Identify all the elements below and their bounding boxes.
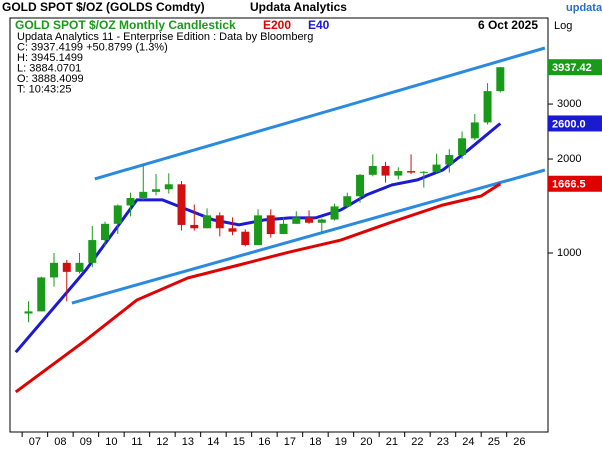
info-line: C: 3937.4199 +50.8799 (1.3%) bbox=[17, 41, 168, 53]
candle-body bbox=[152, 189, 161, 192]
x-tick-label: 09 bbox=[80, 436, 92, 448]
candle-body bbox=[139, 191, 148, 199]
x-tick-label: 14 bbox=[207, 436, 219, 448]
x-tick-label: 17 bbox=[284, 436, 296, 448]
info-line: O: 3888.4099 bbox=[17, 73, 84, 85]
x-tick-label: 22 bbox=[411, 436, 423, 448]
candle-body bbox=[62, 262, 71, 272]
candle-body bbox=[330, 206, 339, 220]
date: 6 Oct 2025 bbox=[478, 18, 538, 32]
y-tick-label: 1000 bbox=[557, 247, 581, 259]
candle-body bbox=[37, 277, 46, 312]
legend-e200: E200 bbox=[263, 18, 291, 32]
info-line: H: 3945.1499 bbox=[17, 52, 83, 64]
x-tick-label: 19 bbox=[335, 436, 347, 448]
candle-body bbox=[88, 240, 97, 263]
candle-body bbox=[419, 171, 428, 173]
candle-body bbox=[190, 224, 199, 229]
trendline bbox=[71, 168, 546, 305]
candle-body bbox=[24, 311, 33, 314]
chart-title: GOLD SPOT $/OZ Monthly Candlestick bbox=[15, 18, 236, 32]
x-tick-label: 12 bbox=[156, 436, 168, 448]
candle-body bbox=[75, 262, 84, 272]
candle-body bbox=[356, 174, 365, 197]
x-tick-label: 08 bbox=[54, 436, 66, 448]
x-tick-label: 25 bbox=[488, 436, 500, 448]
candle-body bbox=[228, 228, 237, 232]
price-box bbox=[548, 175, 602, 192]
candle-body bbox=[126, 198, 135, 206]
candle-body bbox=[394, 171, 403, 176]
candle-body bbox=[470, 122, 479, 139]
candle-body bbox=[407, 171, 416, 173]
price-label: 3937.42 bbox=[552, 62, 592, 74]
candle-body bbox=[203, 215, 212, 229]
price-box bbox=[548, 59, 602, 76]
scale-label: Log bbox=[554, 20, 572, 32]
candle-body bbox=[445, 155, 454, 165]
candle-body bbox=[483, 91, 492, 123]
trendline bbox=[94, 46, 546, 181]
plot-frame bbox=[9, 17, 549, 433]
candle-body bbox=[343, 196, 352, 207]
candle-body bbox=[305, 217, 314, 223]
x-tick-label: 07 bbox=[29, 436, 41, 448]
candle-body bbox=[368, 165, 377, 175]
x-tick-label: 26 bbox=[513, 436, 525, 448]
price-box bbox=[548, 115, 602, 132]
x-tick-label: 13 bbox=[182, 436, 194, 448]
info-line: Updata Analytics 11 - Enterprise Edition… bbox=[17, 31, 313, 43]
y-tick-label: 3000 bbox=[557, 98, 581, 110]
candle-body bbox=[101, 223, 110, 241]
candle-body bbox=[50, 262, 59, 278]
price-label: 1666.5 bbox=[552, 179, 586, 191]
logo: updata bbox=[566, 2, 602, 14]
x-tick-label: 21 bbox=[386, 436, 398, 448]
candle-body bbox=[317, 219, 326, 223]
x-tick-label: 20 bbox=[360, 436, 372, 448]
x-tick-label: 24 bbox=[462, 436, 474, 448]
candle-body bbox=[432, 164, 441, 172]
candle-body bbox=[241, 231, 250, 246]
candle-body bbox=[279, 223, 288, 235]
candle-body bbox=[292, 217, 301, 224]
x-tick-label: 15 bbox=[233, 436, 245, 448]
candle-body bbox=[381, 165, 390, 176]
ema-line bbox=[14, 182, 502, 394]
price-label: 2600.0 bbox=[552, 118, 586, 130]
x-tick-label: 18 bbox=[309, 436, 321, 448]
candle-body bbox=[496, 67, 505, 92]
x-tick-label: 16 bbox=[258, 436, 270, 448]
candle-body bbox=[113, 205, 122, 224]
ema-line bbox=[14, 122, 502, 354]
x-tick-label: 11 bbox=[131, 436, 142, 448]
x-tick-label: 10 bbox=[105, 436, 117, 448]
candle-body bbox=[177, 184, 186, 225]
y-tick-label: 2000 bbox=[557, 153, 581, 165]
header-center: Updata Analytics bbox=[250, 0, 347, 14]
candle-body bbox=[164, 184, 173, 190]
candle-body bbox=[458, 138, 467, 156]
x-tick-label: 23 bbox=[437, 436, 449, 448]
info-line: L: 3884.0701 bbox=[17, 62, 81, 74]
candle-body bbox=[254, 215, 263, 246]
header-left: GOLD SPOT $/OZ (GOLDS Comdty) bbox=[2, 0, 205, 14]
candle-body bbox=[215, 215, 224, 229]
candle-body bbox=[266, 215, 275, 235]
legend-e40: E40 bbox=[308, 18, 330, 32]
info-line: T: 10:43:25 bbox=[17, 83, 71, 95]
